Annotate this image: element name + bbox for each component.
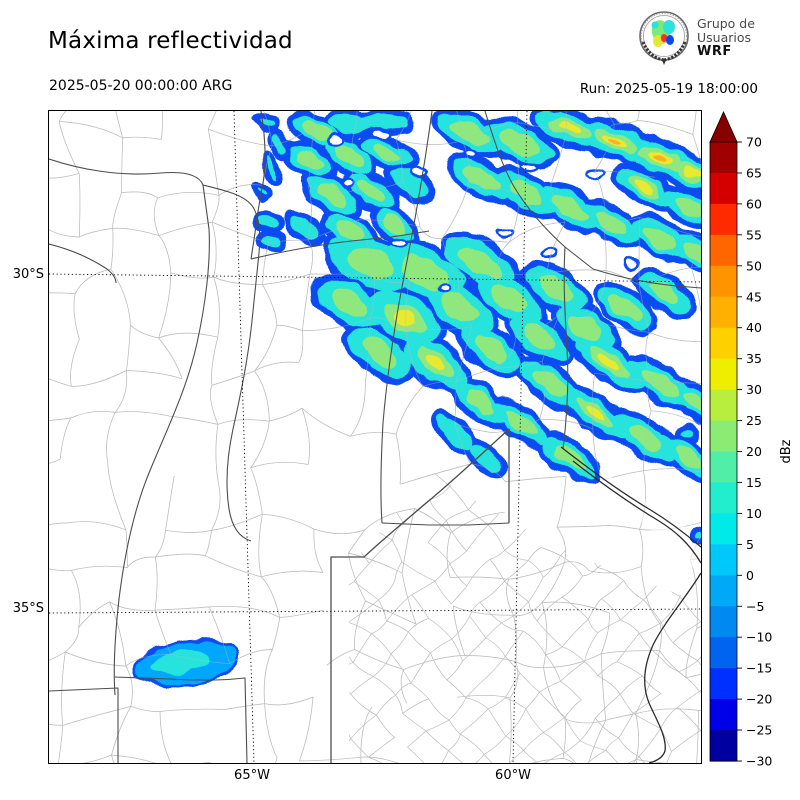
svg-text:70: 70 bbox=[746, 135, 762, 150]
svg-text:5: 5 bbox=[746, 537, 754, 552]
radar-echoes bbox=[132, 111, 701, 687]
svg-text:−25: −25 bbox=[746, 723, 772, 738]
logo-text: Grupo de Usuarios WRF bbox=[697, 17, 755, 59]
svg-text:65: 65 bbox=[746, 166, 762, 181]
valid-time-label: 2025-05-20 00:00:00 ARG bbox=[49, 78, 233, 94]
reflectivity-map bbox=[49, 111, 701, 763]
logo-line-3: WRF bbox=[697, 44, 732, 59]
svg-text:−10: −10 bbox=[746, 630, 772, 645]
svg-text:−20: −20 bbox=[746, 692, 772, 707]
svg-text:−30: −30 bbox=[746, 754, 772, 769]
page-title: Máxima reflectividad bbox=[48, 28, 293, 54]
svg-text:30: 30 bbox=[746, 382, 762, 397]
svg-text:−5: −5 bbox=[746, 599, 764, 614]
svg-text:55: 55 bbox=[746, 227, 762, 242]
x-axis-label: 65°W bbox=[234, 768, 270, 783]
colorbar: 7065605550454035302520151050−5−10−15−20−… bbox=[709, 111, 794, 769]
svg-text:45: 45 bbox=[746, 289, 762, 304]
province-boundaries bbox=[49, 111, 701, 763]
department-boundaries-overlay bbox=[49, 111, 701, 763]
svg-text:40: 40 bbox=[746, 320, 762, 335]
svg-text:35: 35 bbox=[746, 351, 762, 366]
logo-line-1: Grupo de bbox=[697, 16, 755, 31]
graticule-gridlines bbox=[49, 111, 701, 763]
svg-text:10: 10 bbox=[746, 506, 762, 521]
y-axis-label: 35°S bbox=[12, 601, 44, 616]
svg-text:0: 0 bbox=[746, 568, 754, 583]
x-axis-label: 60°W bbox=[495, 768, 531, 783]
globe-seal-icon bbox=[639, 11, 689, 65]
wrf-users-group-logo: Grupo de Usuarios WRF bbox=[638, 10, 755, 66]
map-panel bbox=[48, 110, 702, 764]
y-axis-label: 30°S bbox=[12, 267, 44, 282]
svg-text:dBz: dBz bbox=[779, 439, 794, 463]
svg-text:15: 15 bbox=[746, 475, 762, 490]
svg-text:−15: −15 bbox=[746, 661, 772, 676]
svg-text:50: 50 bbox=[746, 258, 762, 273]
buenos-aires-department-mesh bbox=[349, 473, 701, 763]
svg-text:25: 25 bbox=[746, 413, 762, 428]
svg-text:60: 60 bbox=[746, 196, 762, 211]
logo-line-2: Usuarios bbox=[697, 30, 752, 45]
run-time-label: Run: 2025-05-19 18:00:00 bbox=[579, 81, 758, 97]
svg-text:20: 20 bbox=[746, 444, 762, 459]
